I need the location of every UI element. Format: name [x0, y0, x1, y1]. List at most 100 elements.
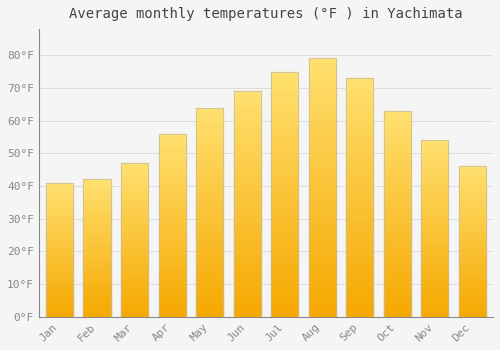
- Bar: [46, 244, 73, 247]
- Bar: [346, 284, 374, 288]
- Bar: [121, 286, 148, 289]
- Bar: [271, 243, 298, 248]
- Bar: [121, 206, 148, 209]
- Bar: [158, 196, 186, 200]
- Bar: [422, 303, 448, 306]
- Bar: [346, 145, 374, 150]
- Bar: [84, 202, 110, 204]
- Bar: [46, 266, 73, 268]
- Bar: [84, 212, 110, 215]
- Bar: [158, 287, 186, 291]
- Bar: [121, 185, 148, 188]
- Bar: [271, 111, 298, 116]
- Bar: [384, 205, 411, 210]
- Bar: [158, 199, 186, 203]
- Bar: [346, 164, 374, 169]
- Bar: [308, 58, 336, 317]
- Bar: [271, 165, 298, 170]
- Bar: [46, 220, 73, 223]
- Bar: [158, 218, 186, 222]
- Bar: [384, 111, 411, 317]
- Bar: [234, 195, 260, 199]
- Bar: [84, 210, 110, 212]
- Bar: [384, 173, 411, 177]
- Bar: [196, 229, 223, 233]
- Bar: [459, 169, 486, 173]
- Bar: [422, 285, 448, 288]
- Bar: [271, 91, 298, 96]
- Bar: [84, 292, 110, 295]
- Bar: [84, 273, 110, 275]
- Bar: [234, 249, 260, 254]
- Bar: [459, 218, 486, 220]
- Bar: [121, 197, 148, 200]
- Bar: [459, 236, 486, 239]
- Bar: [308, 239, 336, 244]
- Bar: [46, 285, 73, 287]
- Bar: [459, 302, 486, 305]
- Bar: [271, 135, 298, 140]
- Bar: [271, 204, 298, 209]
- Bar: [84, 248, 110, 251]
- Bar: [158, 306, 186, 309]
- Bar: [271, 194, 298, 199]
- Bar: [121, 292, 148, 295]
- Bar: [422, 179, 448, 183]
- Bar: [422, 218, 448, 222]
- Bar: [84, 218, 110, 220]
- Bar: [121, 249, 148, 252]
- Bar: [121, 228, 148, 231]
- Bar: [121, 222, 148, 225]
- Bar: [121, 277, 148, 280]
- Bar: [308, 167, 336, 172]
- Bar: [158, 148, 186, 152]
- Bar: [384, 214, 411, 218]
- Bar: [46, 268, 73, 271]
- Bar: [384, 243, 411, 247]
- Bar: [459, 245, 486, 247]
- Bar: [121, 268, 148, 271]
- Bar: [308, 69, 336, 74]
- Bar: [196, 128, 223, 133]
- Bar: [422, 176, 448, 179]
- Bar: [384, 275, 411, 280]
- Bar: [234, 163, 260, 168]
- Bar: [158, 222, 186, 225]
- Bar: [121, 240, 148, 243]
- Bar: [422, 197, 448, 200]
- Bar: [271, 145, 298, 150]
- Bar: [384, 144, 411, 148]
- Bar: [422, 204, 448, 207]
- Bar: [121, 169, 148, 172]
- Bar: [308, 64, 336, 69]
- Bar: [384, 226, 411, 230]
- Bar: [84, 284, 110, 287]
- Bar: [234, 154, 260, 159]
- Bar: [346, 140, 374, 145]
- Bar: [46, 228, 73, 231]
- Bar: [346, 154, 374, 159]
- Bar: [459, 220, 486, 224]
- Bar: [346, 78, 374, 317]
- Bar: [234, 199, 260, 204]
- Bar: [346, 302, 374, 307]
- Bar: [234, 150, 260, 154]
- Bar: [422, 243, 448, 246]
- Bar: [84, 223, 110, 226]
- Bar: [384, 247, 411, 251]
- Bar: [234, 209, 260, 213]
- Bar: [234, 236, 260, 240]
- Bar: [308, 136, 336, 141]
- Bar: [422, 239, 448, 243]
- Bar: [271, 229, 298, 233]
- Bar: [271, 224, 298, 229]
- Bar: [384, 131, 411, 135]
- Bar: [308, 198, 336, 203]
- Bar: [459, 278, 486, 281]
- Bar: [121, 314, 148, 317]
- Bar: [84, 270, 110, 273]
- Bar: [459, 305, 486, 308]
- Bar: [271, 307, 298, 312]
- Bar: [308, 250, 336, 255]
- Bar: [422, 225, 448, 229]
